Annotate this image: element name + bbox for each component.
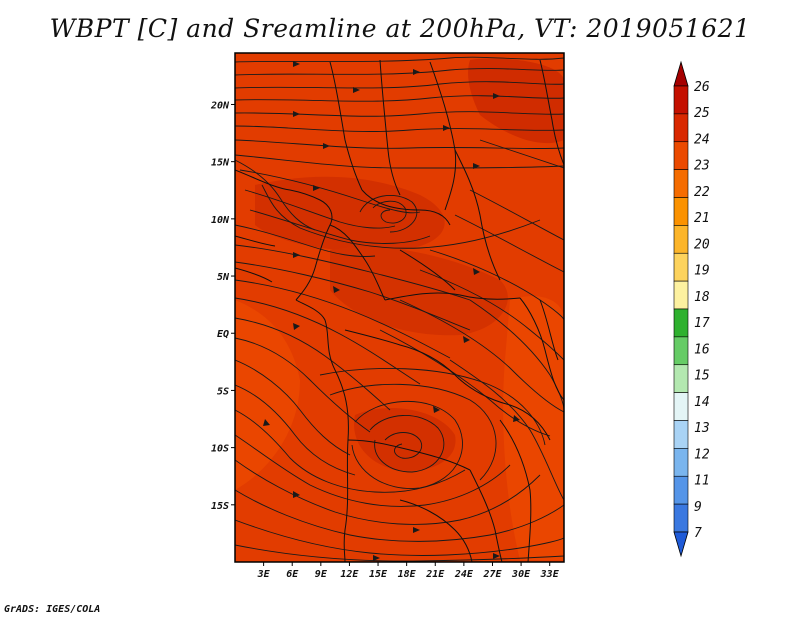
colorbar-segment bbox=[673, 364, 689, 393]
lon-label: 30E bbox=[511, 569, 531, 580]
colorbar-segment bbox=[673, 252, 689, 282]
colorbar-label: 26 bbox=[694, 80, 710, 95]
lat-label: 15S bbox=[211, 501, 229, 512]
colorbar-segment bbox=[673, 308, 689, 338]
colorbar-segment bbox=[673, 169, 689, 198]
lon-label: 33E bbox=[540, 569, 560, 580]
colorbar-label: 22 bbox=[694, 185, 710, 200]
colorbar-segment bbox=[673, 336, 689, 366]
colorbar-segment bbox=[673, 420, 689, 449]
colorbar-label: 15 bbox=[694, 369, 710, 384]
colorbar-segment bbox=[673, 197, 689, 226]
lat-label: 15N bbox=[211, 158, 230, 169]
colorbar-label: 13 bbox=[694, 421, 710, 436]
colorbar-label: 23 bbox=[694, 159, 710, 174]
colorbar-label: 12 bbox=[694, 447, 710, 462]
colorbar-segment bbox=[673, 280, 689, 310]
colorbar-segment bbox=[673, 141, 689, 170]
colorbar-segment bbox=[673, 503, 689, 533]
colorbar-bottom-arrow bbox=[673, 531, 689, 558]
lat-label: 5N bbox=[217, 272, 230, 283]
latitude-axis: 20N 15N 10N 5N EQ 5S 10S 15S bbox=[210, 100, 235, 512]
plot-frame bbox=[234, 52, 565, 563]
plot-area bbox=[235, 53, 564, 562]
lat-label: 5S bbox=[217, 386, 229, 397]
colorbar-segment bbox=[673, 113, 689, 143]
colorbar-segment bbox=[673, 392, 689, 421]
colorbar-segment bbox=[673, 225, 689, 254]
wbpt-shading-cool-west bbox=[235, 300, 300, 490]
colorbar-label: 7 bbox=[694, 526, 702, 541]
lon-label: 15E bbox=[369, 569, 388, 580]
colorbar-segment bbox=[673, 448, 689, 477]
colorbar-label: 21 bbox=[694, 211, 710, 226]
wbpt-shading-cool-east bbox=[503, 296, 564, 560]
colorbar-label: 9 bbox=[694, 500, 702, 515]
colorbar-label: 18 bbox=[694, 290, 710, 305]
colorbar-top-arrow bbox=[673, 60, 689, 87]
colorbar-label: 14 bbox=[694, 395, 710, 410]
lat-label: 10N bbox=[211, 215, 230, 226]
colorbar-segment bbox=[673, 475, 689, 505]
lon-label: 27E bbox=[482, 569, 502, 580]
colorbar-label: 20 bbox=[694, 237, 710, 252]
streamline-arrows bbox=[263, 61, 520, 561]
colorbar-label: 11 bbox=[694, 474, 710, 489]
grads-credit: GrADS: IGES/COLA bbox=[4, 604, 101, 615]
lon-label: 6E bbox=[286, 569, 299, 580]
lon-label: 12E bbox=[340, 569, 359, 580]
wbpt-shading-warm-north bbox=[468, 58, 564, 144]
colorbar-label: 25 bbox=[694, 106, 710, 121]
lat-label: EQ bbox=[217, 329, 229, 340]
lat-label: 10S bbox=[211, 444, 229, 455]
lon-label: 9E bbox=[315, 569, 328, 580]
colorbar-label: 24 bbox=[694, 132, 710, 147]
lon-label: 21E bbox=[425, 569, 445, 580]
lon-label: 24E bbox=[454, 569, 474, 580]
colorbar-segment bbox=[673, 85, 689, 115]
country-boundaries bbox=[235, 59, 564, 562]
colorbar-label: 17 bbox=[694, 316, 710, 331]
colorbar-label: 19 bbox=[694, 264, 710, 279]
lat-label: 20N bbox=[210, 100, 230, 111]
colorbar: 26 25 24 23 22 21 20 19 18 17 16 15 14 13 12 11 9 7 bbox=[673, 60, 710, 558]
longitude-axis: 3E 6E 9E 12E 15E 18E 21E 24E 27E 30E 33E bbox=[257, 562, 560, 580]
lon-label: 18E bbox=[398, 569, 417, 580]
lon-label: 3E bbox=[257, 569, 271, 580]
colorbar-label: 16 bbox=[694, 342, 710, 357]
map-title: WBPT [C] and Sreamline at 200hPa, VT: 20… bbox=[49, 14, 751, 43]
wbpt-shading-warm-center bbox=[330, 246, 508, 336]
